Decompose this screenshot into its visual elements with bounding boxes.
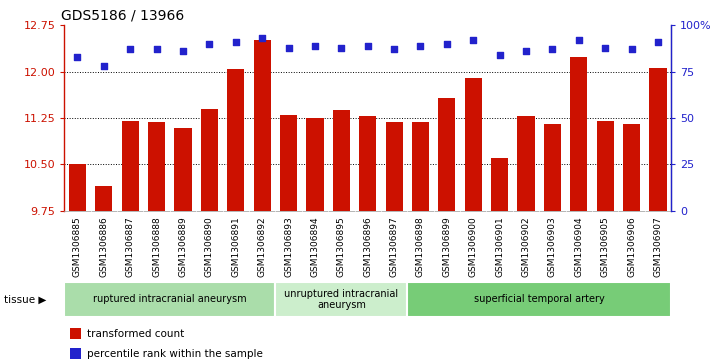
Point (230, 39, 241, 45)
Bar (597, 121, 614, 211)
Point (600, 45, 611, 50)
Text: GSM1306896: GSM1306896 (363, 216, 372, 277)
Bar (438, 98, 456, 211)
Point (98, 63, 109, 69)
Point (573, 37, 585, 43)
Point (309, 43, 321, 49)
Point (547, 46, 558, 52)
Text: GSM1306887: GSM1306887 (126, 216, 135, 277)
Point (124, 46, 136, 52)
Bar (95, 186, 112, 211)
Point (283, 45, 294, 50)
Point (336, 45, 347, 50)
Text: GSM1306906: GSM1306906 (627, 216, 636, 277)
Bar (70, 328, 81, 339)
Text: GSM1306891: GSM1306891 (231, 216, 241, 277)
Point (441, 41, 453, 47)
Text: tissue ▶: tissue ▶ (4, 294, 46, 305)
Bar (412, 122, 429, 211)
Text: GSM1306897: GSM1306897 (390, 216, 398, 277)
Text: GSM1306905: GSM1306905 (600, 216, 610, 277)
Text: GSM1306888: GSM1306888 (152, 216, 161, 277)
Text: superficial temporal artery: superficial temporal artery (474, 294, 605, 305)
Bar (174, 129, 191, 211)
Bar (518, 116, 535, 211)
Point (521, 48, 532, 54)
Text: ruptured intracranial aneurysm: ruptured intracranial aneurysm (93, 294, 246, 305)
Bar (70, 348, 81, 359)
Text: GSM1306904: GSM1306904 (574, 216, 583, 277)
Bar (650, 68, 667, 211)
Point (494, 52, 506, 58)
Text: GDS5186 / 13966: GDS5186 / 13966 (61, 9, 184, 23)
Point (468, 37, 479, 43)
Text: GSM1306892: GSM1306892 (258, 216, 266, 277)
Text: GSM1306890: GSM1306890 (205, 216, 214, 277)
Text: GSM1306902: GSM1306902 (521, 216, 531, 277)
Bar (491, 158, 508, 211)
Point (362, 43, 373, 49)
Text: GSM1306895: GSM1306895 (337, 216, 346, 277)
Bar (227, 69, 244, 211)
Text: unruptured intracranial
aneurysm: unruptured intracranial aneurysm (284, 289, 398, 310)
FancyBboxPatch shape (276, 282, 407, 317)
Bar (623, 124, 640, 211)
Text: GSM1306894: GSM1306894 (311, 216, 319, 277)
Bar (280, 115, 297, 211)
Text: GSM1306889: GSM1306889 (178, 216, 188, 277)
Text: transformed count: transformed count (87, 329, 185, 339)
Text: GSM1306886: GSM1306886 (99, 216, 109, 277)
Text: GSM1306898: GSM1306898 (416, 216, 425, 277)
FancyBboxPatch shape (407, 282, 671, 317)
Text: GSM1306907: GSM1306907 (653, 216, 663, 277)
Text: GSM1306903: GSM1306903 (548, 216, 557, 277)
Bar (201, 109, 218, 211)
Bar (333, 110, 350, 211)
Text: GSM1306893: GSM1306893 (284, 216, 293, 277)
Point (415, 43, 426, 49)
Text: GSM1306885: GSM1306885 (73, 216, 82, 277)
Text: GSM1306899: GSM1306899 (443, 216, 451, 277)
Bar (253, 40, 271, 211)
Point (388, 46, 400, 52)
FancyBboxPatch shape (64, 282, 276, 317)
Text: GSM1306900: GSM1306900 (469, 216, 478, 277)
Point (653, 39, 664, 45)
Point (151, 46, 162, 52)
Bar (359, 116, 376, 211)
Bar (148, 122, 165, 211)
Text: GSM1306901: GSM1306901 (495, 216, 504, 277)
Point (626, 46, 638, 52)
Point (203, 41, 215, 47)
Bar (386, 122, 403, 211)
Text: percentile rank within the sample: percentile rank within the sample (87, 349, 263, 359)
Bar (69, 164, 86, 211)
Point (177, 48, 188, 54)
Point (256, 36, 268, 41)
Bar (121, 121, 139, 211)
Bar (544, 124, 561, 211)
Bar (570, 57, 588, 211)
Bar (465, 78, 482, 211)
Point (71, 54, 83, 60)
Bar (306, 118, 323, 211)
